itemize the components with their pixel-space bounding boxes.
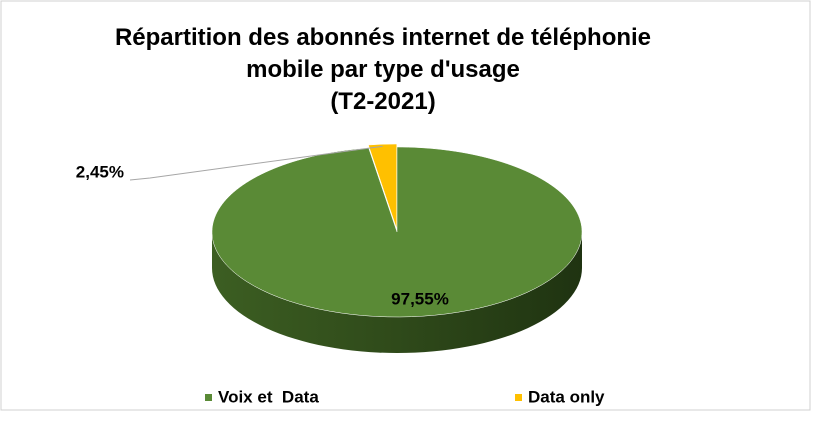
pie-slice <box>211 146 583 318</box>
legend-swatch <box>205 394 212 401</box>
leader-line <box>129 145 383 181</box>
pie-slice <box>368 143 398 230</box>
pie-side <box>212 232 582 353</box>
data-label: 97,55% <box>391 289 449 308</box>
chart-title: Répartition des abonnés internet de télé… <box>114 24 652 83</box>
legend-label: Data only <box>528 387 605 406</box>
legend-swatch <box>515 394 522 401</box>
chart-subtitle: (T2-2021) <box>330 88 436 115</box>
data-label: 2,45% <box>76 162 124 181</box>
frame <box>0 0 811 411</box>
legend-label: Voix et Data <box>218 387 319 406</box>
